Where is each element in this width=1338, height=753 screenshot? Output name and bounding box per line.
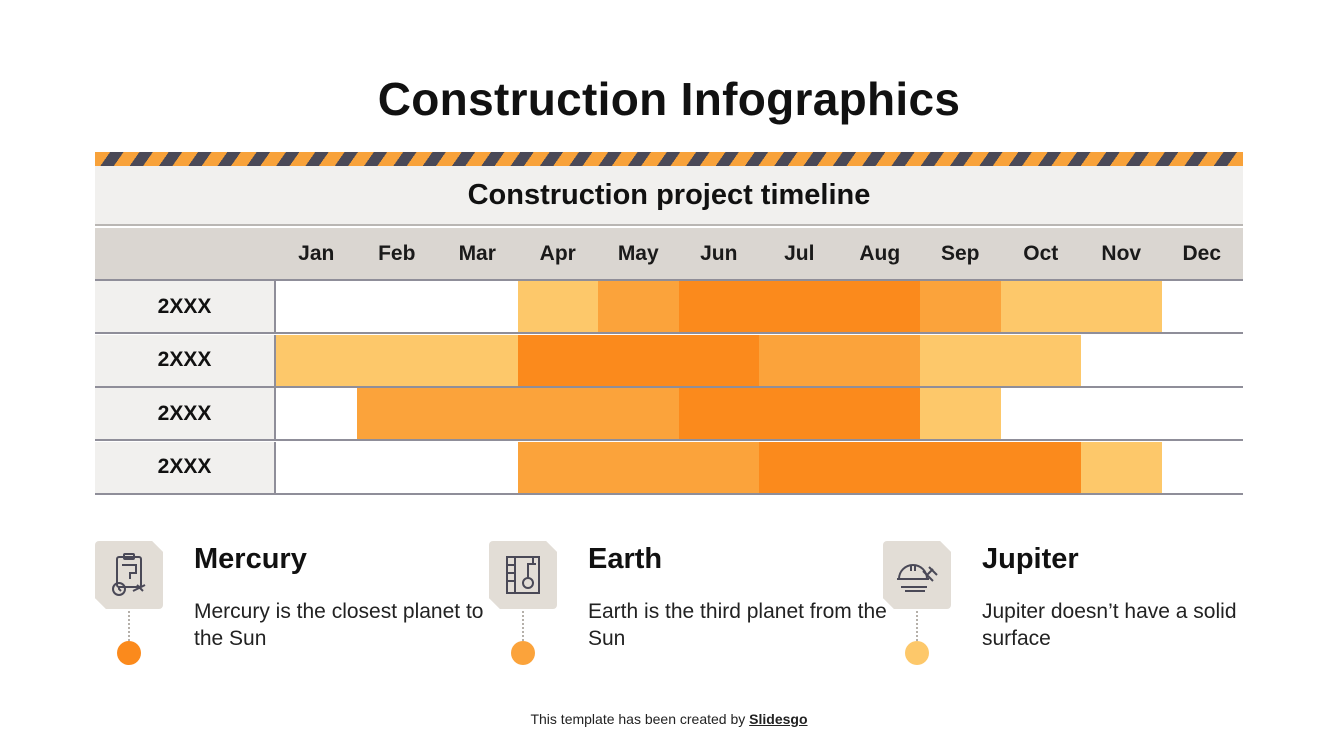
timeline-cell-aug xyxy=(839,441,920,493)
timeline-cell-feb xyxy=(356,334,437,386)
month-header-row: Jan Feb Mar Apr May Jun Jul Aug Sep Oct … xyxy=(95,228,1243,280)
item-description: Jupiter doesn’t have a solid surface xyxy=(982,600,1237,650)
timeline-cell-oct xyxy=(1000,281,1081,332)
timeline-row: 2XXX xyxy=(95,334,1243,388)
info-item-mercury: Mercury Mercury is the closest planet to… xyxy=(95,541,495,671)
timeline-cell-may xyxy=(598,441,679,493)
timeline-cell-jul xyxy=(759,281,840,332)
timeline-cell-jan xyxy=(276,281,357,332)
timeline-cell-nov xyxy=(1081,334,1162,386)
timeline-cell-oct xyxy=(1000,334,1081,386)
dotted-connector xyxy=(916,611,918,641)
row-label: 2XXX xyxy=(95,388,276,439)
timeline-cell-may xyxy=(598,334,679,386)
timeline-cell-jun xyxy=(678,441,759,493)
status-dot xyxy=(905,641,929,665)
page-title: Construction Infographics xyxy=(377,73,961,125)
timeline-cell-jan xyxy=(276,441,357,493)
month-sep: Sep xyxy=(940,242,980,265)
timeline-cell-feb xyxy=(356,281,437,332)
item-title: Mercury xyxy=(194,543,307,575)
timeline-cell-aug xyxy=(839,334,920,386)
timeline-cell-sep xyxy=(920,281,1001,332)
timeline-cell-apr xyxy=(517,281,598,332)
status-dot xyxy=(511,641,535,665)
timeline-cell-jun xyxy=(678,334,759,386)
dotted-connector xyxy=(128,611,130,641)
timeline-cell-aug xyxy=(839,281,920,332)
info-item-jupiter: Jupiter Jupiter doesn’t have a solid sur… xyxy=(883,541,1283,671)
ruler-blueprint-icon xyxy=(489,541,557,609)
row-label: 2XXX xyxy=(95,441,276,493)
month-nov: Nov xyxy=(1101,242,1142,265)
timeline-cell-dec xyxy=(1161,334,1242,386)
timeline-cell-apr xyxy=(517,334,598,386)
timeline-cell-mar xyxy=(437,441,518,493)
month-jan: Jan xyxy=(298,242,335,265)
timeline-cell-sep xyxy=(920,388,1001,439)
month-jun: Jun xyxy=(700,242,738,265)
timeline-cell-mar xyxy=(437,388,518,439)
timeline-cell-oct xyxy=(1000,441,1081,493)
timeline-cell-jun xyxy=(678,281,759,332)
status-dot xyxy=(117,641,141,665)
timeline-cell-jun xyxy=(678,388,759,439)
timeline-cell-may xyxy=(598,388,679,439)
footer-credit: This template has been created by Slides… xyxy=(0,711,1338,727)
timeline-cell-sep xyxy=(920,441,1001,493)
item-description: Mercury is the closest planet to the Sun xyxy=(194,600,484,650)
timeline-cell-dec xyxy=(1161,388,1242,439)
timeline-cell-apr xyxy=(517,388,598,439)
timeline-cell-mar xyxy=(437,334,518,386)
footer-text: This template has been created by xyxy=(530,711,750,727)
timeline-cell-oct xyxy=(1000,388,1081,439)
row-label: 2XXX xyxy=(95,334,276,386)
clipboard-plans-icon xyxy=(95,541,163,609)
timeline-row: 2XXX xyxy=(95,281,1243,334)
timeline-cell-dec xyxy=(1161,441,1242,493)
hazard-stripe xyxy=(95,152,1243,166)
month-feb: Feb xyxy=(378,242,416,265)
timeline-row: 2XXX xyxy=(95,388,1243,441)
table-divider xyxy=(95,279,1243,281)
row-label: 2XXX xyxy=(95,281,276,332)
item-title: Earth xyxy=(588,543,663,575)
timeline-cell-feb xyxy=(356,441,437,493)
month-may: May xyxy=(617,242,659,265)
month-apr: Apr xyxy=(539,242,576,265)
timeline-row: 2XXX xyxy=(95,441,1243,495)
timeline-cell-feb xyxy=(356,388,437,439)
month-aug: Aug xyxy=(859,242,901,265)
info-item-earth: Earth Earth is the third planet from the… xyxy=(489,541,889,671)
item-title: Jupiter xyxy=(982,543,1079,575)
month-oct: Oct xyxy=(1023,242,1059,265)
month-mar: Mar xyxy=(458,242,496,265)
timeline-cell-nov xyxy=(1081,388,1162,439)
timeline-heading: Construction project timeline xyxy=(95,166,1243,226)
timeline-cell-jul xyxy=(759,388,840,439)
timeline-cell-nov xyxy=(1081,281,1162,332)
dotted-connector xyxy=(522,611,524,641)
slidesgo-link[interactable]: Slidesgo xyxy=(749,711,808,727)
timeline-cell-jul xyxy=(759,441,840,493)
timeline-cell-mar xyxy=(437,281,518,332)
timeline-cell-dec xyxy=(1161,281,1242,332)
month-jul: Jul xyxy=(784,242,815,265)
helmet-hammer-icon xyxy=(883,541,951,609)
month-dec: Dec xyxy=(1182,242,1222,265)
timeline-cell-apr xyxy=(517,441,598,493)
timeline-cell-jan xyxy=(276,334,357,386)
timeline-cell-may xyxy=(598,281,679,332)
timeline-cell-jan xyxy=(276,388,357,439)
item-description: Earth is the third planet from the Sun xyxy=(588,600,887,650)
timeline-cell-jul xyxy=(759,334,840,386)
timeline-cell-nov xyxy=(1081,441,1162,493)
timeline-cell-aug xyxy=(839,388,920,439)
timeline-cell-sep xyxy=(920,334,1001,386)
